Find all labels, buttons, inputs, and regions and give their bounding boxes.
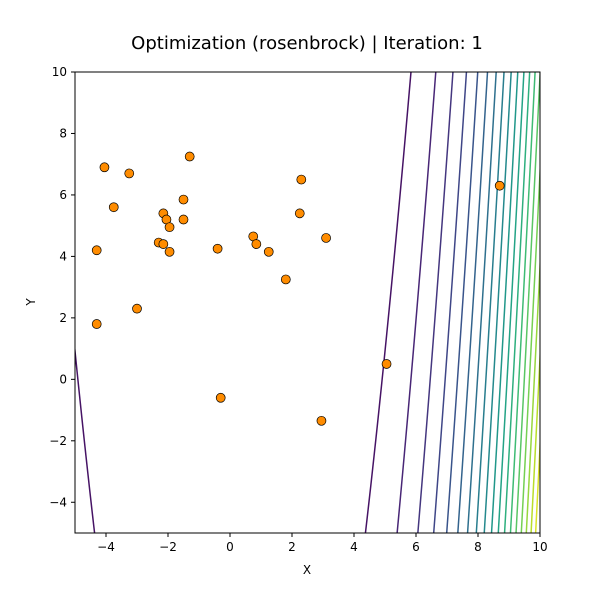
scatter-point [296,174,307,185]
scatter-point [263,246,274,257]
scatter-point [294,208,305,219]
scatter-point [164,246,175,257]
contour-layer [0,72,540,533]
scatter-point [184,151,195,162]
x-tick-label: 10 [532,540,547,554]
x-tick-label: 6 [412,540,420,554]
y-axis-ticks: −4 −2 0 2 4 6 8 10 [49,65,75,509]
y-axis-label: Y [24,298,38,307]
x-tick-label: −4 [97,540,115,554]
contour-line [0,72,13,533]
contour-line [497,72,525,533]
scatter-point [108,202,119,213]
scatter-point [494,180,505,191]
scatter-point [99,162,110,173]
y-tick-label: 6 [59,188,67,202]
chart-title: Optimization (rosenbrock) | Iteration: 1 [131,33,483,54]
x-tick-label: 0 [226,540,234,554]
scatter-point [164,222,175,233]
scatter-point [280,274,291,285]
y-tick-label: −4 [49,495,67,509]
y-tick-label: 0 [59,372,67,386]
y-tick-label: 8 [59,126,67,140]
contour-line [0,72,26,533]
scatter-point [321,233,331,243]
scatter-point [178,214,189,225]
scatter-point [316,415,327,426]
scatter-point [178,194,189,205]
contour-line [534,432,540,533]
y-tick-label: 2 [59,311,67,325]
scatter-points [91,151,505,426]
contour-line [520,158,540,533]
scatter-point [212,243,223,254]
contour-line [432,72,468,533]
contour-line [396,72,437,533]
scatter-point [158,239,169,249]
contour-line [483,72,512,533]
contour-line [445,72,479,533]
y-tick-label: −2 [49,434,67,448]
x-tick-label: −2 [159,540,177,554]
contour-line [417,72,454,533]
x-axis-label: X [303,563,311,577]
scatter-point [251,239,262,249]
scatter-point [91,245,102,256]
contour-line [503,72,531,533]
x-tick-label: 2 [288,540,296,554]
scatter-point [132,303,142,314]
x-tick-label: 8 [474,540,482,554]
contour-line [490,72,519,533]
contour-line [466,72,497,533]
contour-line [515,72,540,533]
contour-line [509,72,536,533]
scatter-point [381,359,392,369]
contour-line [0,72,2,533]
contour-line [75,343,96,533]
contour-line [457,72,489,533]
contour-line [525,252,540,533]
scatter-point [215,392,226,403]
contour-line [364,72,412,533]
plot-frame [74,71,541,534]
x-tick-label: 4 [350,540,358,554]
y-tick-label: 10 [52,65,67,79]
scatter-point [124,168,135,179]
y-tick-label: 4 [59,249,67,263]
contour-line [475,72,505,533]
contour-line [530,343,540,533]
x-axis-ticks: −4 −2 0 2 4 6 8 10 [97,533,548,554]
scatter-point [91,319,102,329]
